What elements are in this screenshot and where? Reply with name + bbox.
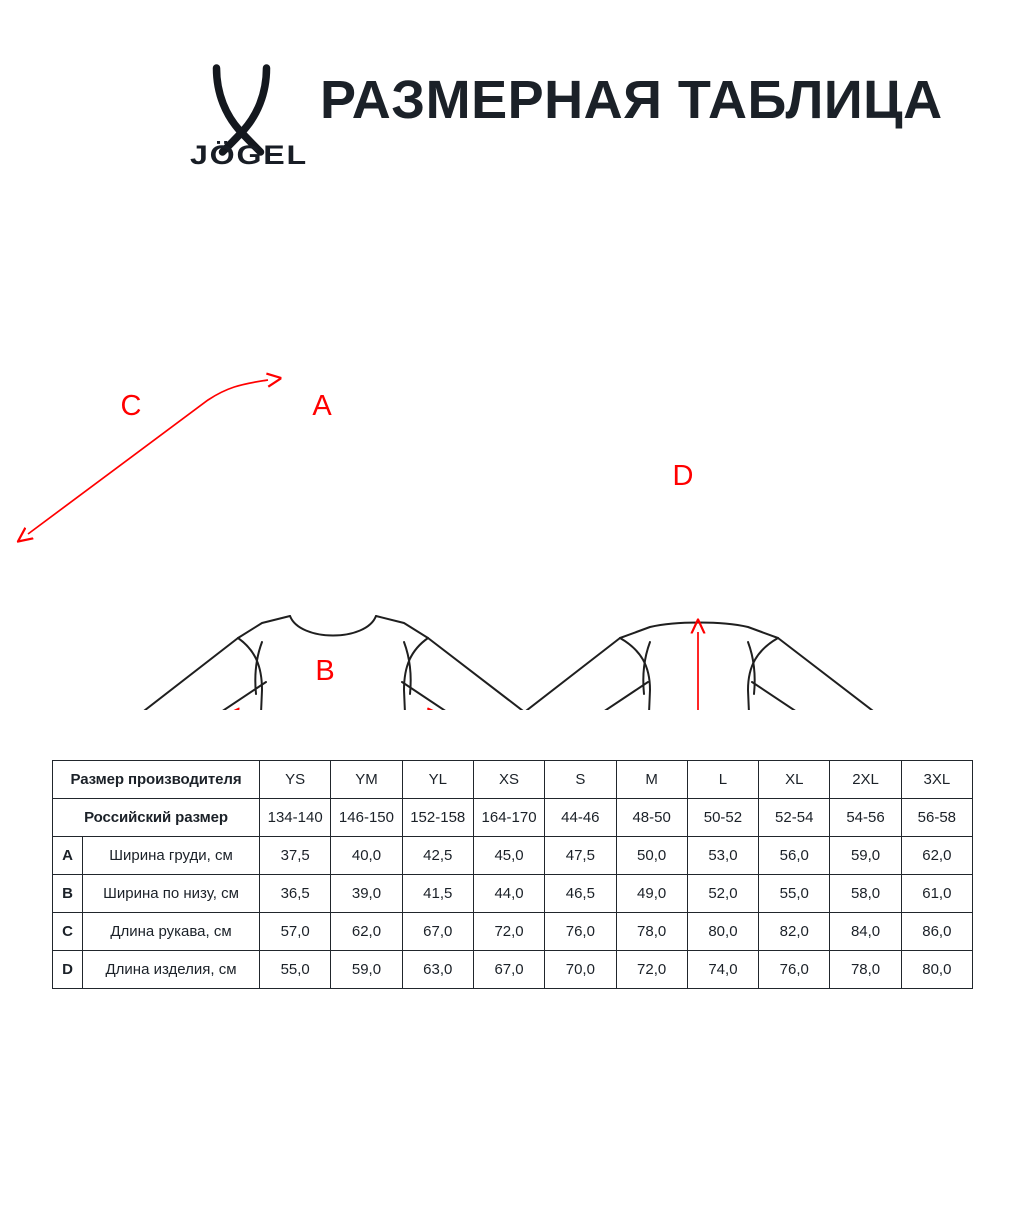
- russian-size-cell: 50-52: [686, 798, 760, 837]
- label-b: B: [315, 655, 334, 687]
- russian-size-cell: 54-56: [829, 798, 902, 837]
- size-header-cell: L: [686, 760, 760, 799]
- page-title: РАЗМЕРНАЯ ТАБЛИЦА: [320, 70, 943, 130]
- table-row-measurement-a: A Ширина груди, см 37,5 40,0 42,5 45,0 4…: [52, 836, 973, 875]
- measure-value: 40,0: [330, 836, 403, 875]
- size-header-cell: M: [615, 760, 688, 799]
- measure-value: 55,0: [259, 950, 332, 989]
- measure-value: 80,0: [686, 912, 760, 951]
- measure-value: 80,0: [900, 950, 973, 989]
- russian-size-cell: 56-58: [900, 798, 973, 837]
- size-header-cell: YL: [401, 760, 474, 799]
- measure-name-c: Длина рукава, см: [81, 912, 261, 951]
- measure-value: 37,5: [259, 836, 332, 875]
- measure-name-b: Ширина по низу, см: [81, 874, 261, 913]
- garment-illustration: A B C D: [0, 290, 1024, 710]
- measure-value: 76,0: [758, 950, 831, 989]
- measure-name-d: Длина изделия, см: [81, 950, 261, 989]
- label-c: C: [121, 390, 142, 422]
- russian-size-cell: 52-54: [758, 798, 831, 837]
- measure-value: 50,0: [615, 836, 688, 875]
- russian-size-cell: 146-150: [330, 798, 403, 837]
- size-header-cell: YS: [259, 760, 332, 799]
- measure-value: 39,0: [330, 874, 403, 913]
- measure-value: 42,5: [401, 836, 474, 875]
- jogel-wordmark-text: JÖGEL: [190, 140, 308, 170]
- russian-size-cell: 152-158: [401, 798, 474, 837]
- measure-value: 72,0: [615, 950, 688, 989]
- size-table: Размер производителя YS YM YL XS S M L X…: [51, 760, 973, 989]
- size-header-cell: XL: [758, 760, 831, 799]
- measure-letter-a: A: [52, 836, 83, 875]
- table-row-measurement-c: C Длина рукава, см 57,0 62,0 67,0 72,0 7…: [52, 912, 973, 951]
- measure-value: 46,5: [544, 874, 617, 913]
- measure-value: 67,0: [472, 950, 546, 989]
- label-d: D: [673, 460, 694, 492]
- measure-value: 84,0: [829, 912, 902, 951]
- measure-letter-b: B: [52, 874, 83, 913]
- measure-value: 41,5: [401, 874, 474, 913]
- measure-value: 67,0: [401, 912, 474, 951]
- measure-value: 44,0: [472, 874, 546, 913]
- russian-size-cell: 48-50: [615, 798, 688, 837]
- measure-value: 62,0: [900, 836, 973, 875]
- measure-letter-d: D: [52, 950, 83, 989]
- measure-value: 62,0: [330, 912, 403, 951]
- size-header-cell: S: [544, 760, 617, 799]
- measure-name-a: Ширина груди, см: [81, 836, 261, 875]
- size-header-cell: YM: [330, 760, 403, 799]
- size-header-cell: XS: [472, 760, 546, 799]
- jogel-goblet-icon: [212, 64, 271, 156]
- russian-size-cell: 44-46: [544, 798, 617, 837]
- table-row-manufacturer-size: Размер производителя YS YM YL XS S M L X…: [51, 760, 973, 799]
- measure-value: 36,5: [259, 874, 332, 913]
- measure-value: 56,0: [758, 836, 831, 875]
- back-view-shirt: [525, 621, 874, 710]
- measure-letter-c: C: [52, 912, 83, 951]
- measure-value: 58,0: [829, 874, 902, 913]
- measure-value: 74,0: [686, 950, 760, 989]
- page-header: JÖGEL РАЗМЕРНАЯ ТАБЛИЦА: [0, 55, 1024, 170]
- garment-diagram-svg: A B C D: [0, 290, 874, 710]
- measure-value: 47,5: [544, 836, 617, 875]
- russian-size-cell: 164-170: [472, 798, 546, 837]
- measure-value: 78,0: [829, 950, 902, 989]
- table-row-russian-size: Российский размер 134-140 146-150 152-15…: [51, 798, 973, 837]
- label-a: A: [312, 390, 332, 422]
- manufacturer-size-label: Размер производителя: [51, 760, 261, 799]
- front-view-shirt: [143, 615, 524, 710]
- jogel-logo: JÖGEL: [190, 60, 314, 170]
- measure-value: 59,0: [330, 950, 403, 989]
- measure-value: 52,0: [686, 874, 760, 913]
- measure-value: 63,0: [401, 950, 474, 989]
- measure-value: 82,0: [758, 912, 831, 951]
- table-row-measurement-d: D Длина изделия, см 55,0 59,0 63,0 67,0 …: [52, 950, 973, 989]
- measure-value: 49,0: [615, 874, 688, 913]
- measure-value: 53,0: [686, 836, 760, 875]
- measure-value: 76,0: [544, 912, 617, 951]
- measure-value: 61,0: [900, 874, 973, 913]
- measure-value: 55,0: [758, 874, 831, 913]
- size-table-container: Размер производителя YS YM YL XS S M L X…: [51, 760, 973, 989]
- measure-value: 59,0: [829, 836, 902, 875]
- size-header-cell: 3XL: [900, 760, 973, 799]
- measure-arrow-c: [28, 380, 268, 534]
- russian-size-label: Российский размер: [51, 798, 261, 837]
- measure-value: 72,0: [472, 912, 546, 951]
- measure-value: 78,0: [615, 912, 688, 951]
- measure-value: 70,0: [544, 950, 617, 989]
- size-header-cell: 2XL: [829, 760, 902, 799]
- russian-size-cell: 134-140: [259, 798, 332, 837]
- table-row-measurement-b: B Ширина по низу, см 36,5 39,0 41,5 44,0…: [52, 874, 973, 913]
- measure-value: 57,0: [259, 912, 332, 951]
- measure-value: 86,0: [900, 912, 973, 951]
- measure-value: 45,0: [472, 836, 546, 875]
- jogel-wordmark: JÖGEL: [188, 140, 318, 170]
